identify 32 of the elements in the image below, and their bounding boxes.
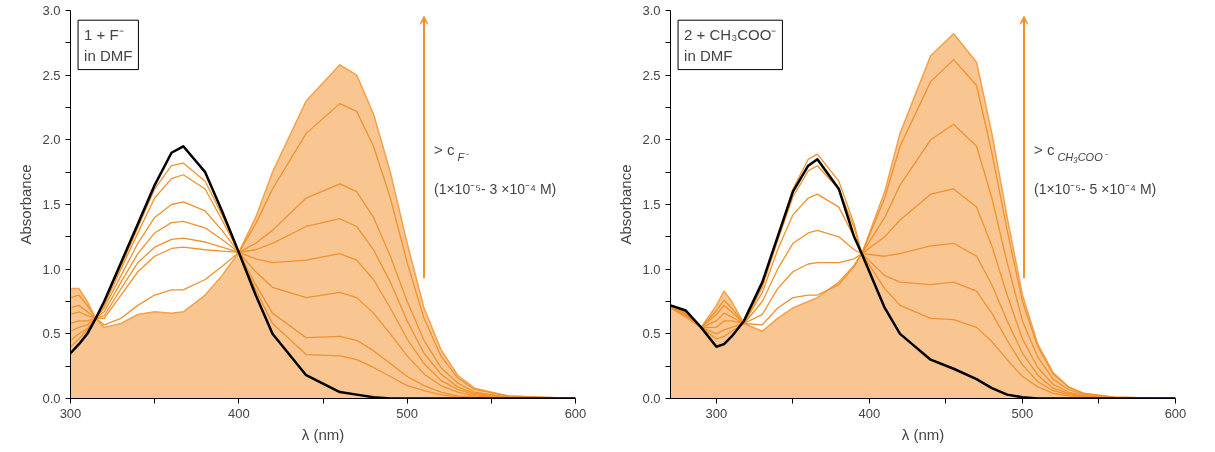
y-tick-label: 1.5 [42, 197, 61, 212]
annotation: in DMF [84, 46, 133, 64]
y-axis-title: Absorbance [17, 164, 35, 245]
y-tick-label: 0.0 [42, 391, 61, 406]
y-tick-label: 1.0 [42, 261, 61, 277]
x-axis-title: λ (nm) [901, 425, 945, 443]
y-tick-label: 1.0 [642, 261, 661, 277]
annotation: 1 + F⁻ [84, 26, 124, 44]
annotation: 2 + CH₃COO⁻ [684, 26, 777, 44]
y-tick-label: 2.5 [642, 67, 661, 83]
y-tick-label: 0.5 [42, 326, 61, 342]
x-tick-label: 300 [705, 405, 728, 421]
x-tick-label: 600 [1164, 405, 1187, 421]
x-tick-label: 500 [396, 405, 419, 421]
x-tick-label: 600 [564, 405, 587, 421]
annotation: in DMF [684, 46, 733, 64]
y-tick-label: 2.0 [642, 132, 661, 148]
y-tick-label: 2.0 [42, 132, 61, 148]
x-tick-label: 500 [1011, 405, 1034, 421]
y-tick-label: 3.0 [42, 3, 61, 18]
y-axis-title: Absorbance [617, 164, 635, 245]
x-tick-label: 300 [59, 405, 82, 421]
y-tick-label: 1.5 [642, 197, 661, 212]
y-tick-label: 0.5 [642, 326, 661, 342]
y-tick-label: 0.0 [642, 391, 661, 406]
y-tick-label: 2.5 [42, 67, 61, 83]
annotation: (1×10⁻⁵- 3 ×10⁻⁴ M) [434, 180, 557, 197]
y-tick-label: 3.0 [642, 3, 661, 18]
x-tick-label: 400 [227, 405, 250, 421]
annotation: (1×10⁻⁵- 5 ×10⁻⁴ M) [1034, 180, 1157, 197]
x-axis-title: λ (nm) [301, 425, 345, 443]
x-tick-label: 400 [858, 405, 881, 421]
